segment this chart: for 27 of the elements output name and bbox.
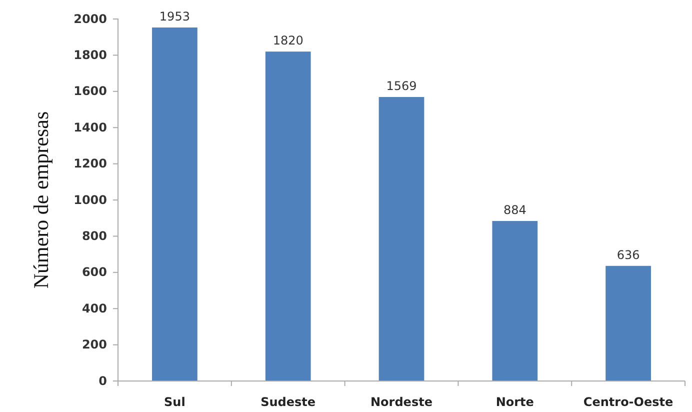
bar <box>152 28 198 381</box>
data-label: 1953 <box>159 10 190 24</box>
y-tick-label: 1800 <box>74 48 107 62</box>
data-label: 636 <box>616 248 640 262</box>
y-tick-label: 1400 <box>74 120 107 134</box>
y-tick-label: 800 <box>82 229 107 244</box>
y-tick-label: 2000 <box>74 12 107 26</box>
x-tick-label: Sul <box>164 395 186 409</box>
data-label: 1820 <box>272 34 304 48</box>
y-tick-label: 0 <box>98 374 107 388</box>
bar <box>378 97 424 381</box>
x-tick-label: Sudeste <box>260 395 316 409</box>
y-axis-title: Número de empresas <box>29 111 53 289</box>
y-tick-label: 1600 <box>74 84 107 98</box>
data-label: 884 <box>503 202 526 217</box>
y-tick-label: 600 <box>82 265 107 280</box>
x-tick-label: Nordeste <box>370 395 432 409</box>
bar <box>492 220 538 381</box>
y-tick-label: 1000 <box>74 192 107 207</box>
y-tick-label: 400 <box>82 301 107 316</box>
x-tick-label: Centro-Oeste <box>583 395 674 409</box>
x-tick-label: Norte <box>496 395 534 409</box>
data-label: 1569 <box>386 79 417 94</box>
y-tick-label: 1200 <box>74 156 107 171</box>
bar <box>606 266 651 381</box>
y-tick-label: 200 <box>82 338 107 352</box>
bar <box>265 52 311 381</box>
